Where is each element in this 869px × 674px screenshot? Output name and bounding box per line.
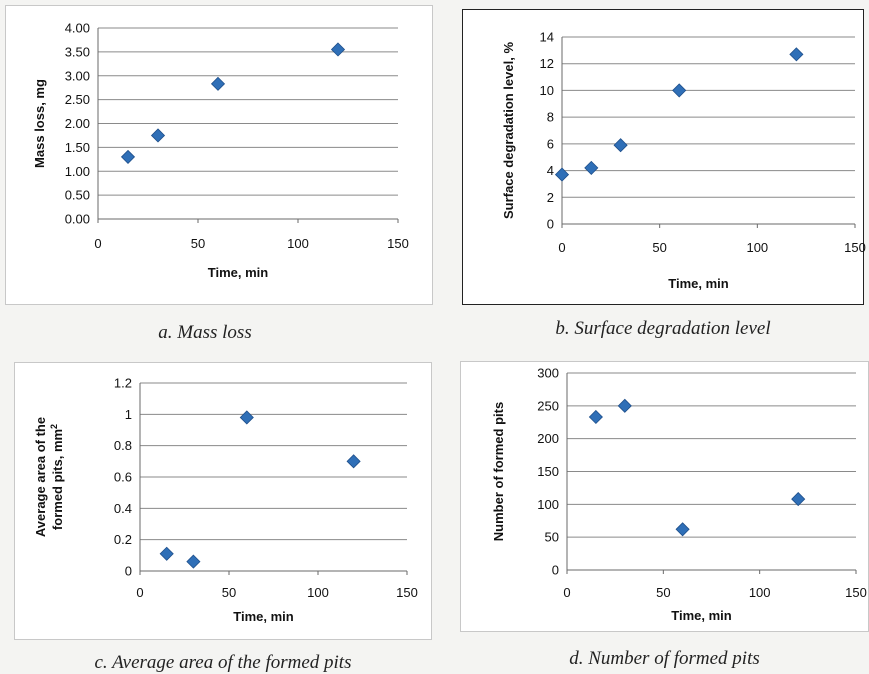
y-tick-label-a-5: 2.50 [65,92,90,107]
chart-panel-c: 0 0.2 0.4 0.6 0.8 1 1.2 0 50 100 150 Time, min Avera… [14,362,432,640]
chart-panel-d: 0 50 100 150 200 250 300 0 50 100 150 Time, min Numb… [460,361,869,632]
data-point-c-0 [159,546,174,561]
x-tick-label-a-3: 150 [387,236,409,251]
x-axis-title-b: Time, min [668,276,729,291]
y-tick-label-a-1: 0.50 [65,188,90,203]
data-point-c-2 [239,410,254,425]
y-tick-label-b-5: 10 [540,83,554,98]
caption-b: b. Surface degradation level [555,318,771,339]
caption-c: c. Average area of the formed pits [94,652,352,673]
y-tick-label-b-4: 8 [547,110,554,125]
y-tick-label-a-0: 0.00 [65,212,90,227]
data-point-b-2 [613,138,628,153]
data-point-d-2 [675,522,690,537]
y-tick-label-c-0: 0 [125,564,132,579]
data-point-d-0 [588,409,603,425]
data-point-b-4 [789,47,804,62]
y-axis-title-d: Number of formed pits [491,402,506,541]
y-tick-label-d-0: 0 [552,563,559,578]
y-tick-label-b-7: 14 [540,30,554,45]
data-point-d-3 [791,492,806,507]
y-tick-label-a-6: 3.00 [65,68,90,83]
data-point-c-1 [186,554,201,569]
x-tick-label-c-1: 50 [222,585,236,600]
y-tick-label-d-5: 250 [537,398,559,413]
x-axis-title-a: Time, min [208,265,269,280]
x-tick-label-c-3: 150 [396,585,418,600]
x-axis-title-c: Time, min [233,609,294,624]
x-tick-label-d-3: 150 [845,585,867,600]
y-axis-title-a: Mass loss, mg [32,79,47,168]
x-tick-label-b-0: 0 [558,240,565,255]
y-tick-label-d-4: 200 [537,431,559,446]
chart-panel-b: 0 2 4 6 8 10 12 14 0 50 100 150 Time, min Surface deg… [462,9,866,305]
data-point-a-0 [120,149,136,164]
data-point-a-1 [150,128,166,143]
caption-a: a. Mass loss [158,322,252,343]
y-tick-label-c-5: 1 [125,407,132,422]
y-axis-title-b: Surface degradation level, % [501,42,516,219]
chart-b-svg: 0 2 4 6 8 10 12 14 0 50 100 150 Time, min Surface deg… [501,30,866,292]
y-tick-label-c-6: 1.2 [114,376,132,391]
chart-a-svg: 0.00 0.50 1.00 1.50 2.00 2.50 3.00 3.50 4.00 0 50 1… [32,21,409,281]
x-tick-label-a-2: 100 [287,236,309,251]
y-tick-label-c-1: 0.2 [114,532,132,547]
y-tick-label-d-2: 100 [537,497,559,512]
caption-d: d. Number of formed pits [569,648,760,669]
x-tick-label-d-2: 100 [749,585,771,600]
x-tick-label-d-0: 0 [563,585,570,600]
y-tick-label-a-2: 1.00 [65,164,90,179]
y-axis-title-line1-c: Average area of the [33,417,48,537]
y-tick-label-b-3: 6 [547,136,554,151]
y-tick-label-b-0: 0 [547,217,554,232]
x-tick-label-d-1: 50 [656,585,670,600]
y-tick-label-a-7: 3.50 [65,44,90,59]
data-point-a-3 [330,42,346,57]
data-point-d-1 [617,398,632,413]
y-tick-label-a-3: 1.50 [65,140,90,155]
x-tick-label-a-1: 50 [191,236,205,251]
data-point-a-2 [210,76,226,91]
chart-c-svg: 0 0.2 0.4 0.6 0.8 1 1.2 0 50 100 150 Time, min Avera… [33,376,418,625]
y-tick-label-c-3: 0.6 [114,470,132,485]
data-point-b-0 [554,167,570,182]
y-axis-title-sup-c: 2 [49,424,59,429]
y-tick-label-d-3: 150 [537,464,559,479]
y-tick-label-c-4: 0.8 [114,438,132,453]
data-point-b-3 [672,83,687,98]
chart-panel-a: 0.00 0.50 1.00 1.50 2.00 2.50 3.00 3.50 4.00 0 50 1… [5,5,433,305]
y-tick-label-a-8: 4.00 [65,21,90,36]
y-tick-label-a-4: 2.00 [65,116,90,131]
y-axis-title-line2-c: formed pits, mm2 [49,424,65,530]
x-tick-label-a-0: 0 [94,236,101,251]
y-tick-label-b-6: 12 [540,56,554,71]
y-tick-label-b-1: 2 [547,190,554,205]
x-tick-label-b-1: 50 [652,240,666,255]
y-tick-label-d-1: 50 [545,530,559,545]
x-tick-label-c-2: 100 [307,585,329,600]
x-tick-label-b-3: 150 [844,240,866,255]
y-tick-label-d-6: 300 [537,366,559,381]
x-axis-title-d: Time, min [671,608,732,623]
data-point-c-3 [346,454,361,469]
y-axis-title-c: Average area of the formed pits, mm2 [33,417,65,537]
x-tick-label-b-2: 100 [746,240,768,255]
y-tick-label-b-2: 4 [547,163,554,178]
y-tick-label-c-2: 0.4 [114,501,132,516]
chart-d-svg: 0 50 100 150 200 250 300 0 50 100 150 Time, min Numb… [491,366,867,624]
data-point-b-1 [584,160,599,175]
x-tick-label-c-0: 0 [136,585,143,600]
